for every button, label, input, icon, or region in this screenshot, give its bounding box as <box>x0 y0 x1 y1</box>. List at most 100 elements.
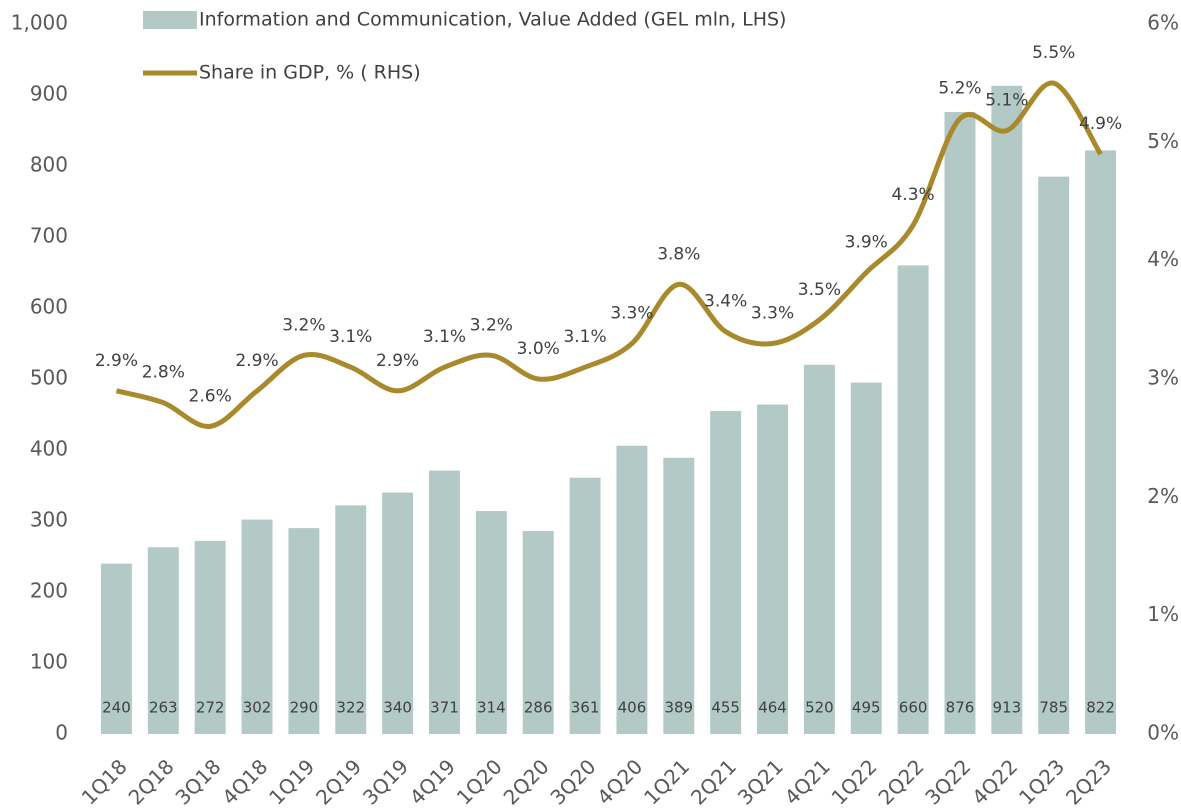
y-tick-label: 0 <box>55 721 68 745</box>
bar-value-label: 263 <box>149 699 178 717</box>
y2-tick-label: 2% <box>1147 484 1179 508</box>
bar <box>710 410 742 734</box>
bar <box>616 445 648 734</box>
line-value-label: 3.1% <box>329 327 372 347</box>
x-tick-label: 3Q18 <box>170 754 225 809</box>
x-tick-label: 2Q22 <box>873 754 928 809</box>
bar <box>100 563 132 734</box>
y2-tick-label: 1% <box>1147 602 1179 626</box>
line-value-label: 3.1% <box>563 327 606 347</box>
x-tick-label: 3Q22 <box>920 754 975 809</box>
bar-value-label: 876 <box>946 699 975 717</box>
bar <box>757 404 788 734</box>
bar-value-label: 322 <box>336 699 365 717</box>
x-tick-label: 2Q21 <box>686 754 741 809</box>
line-value-label: 2.9% <box>376 351 419 371</box>
y-tick-label: 200 <box>30 579 68 603</box>
bar <box>241 519 273 734</box>
bar-value-label: 240 <box>102 699 131 717</box>
line-value-label: 5.1% <box>985 91 1028 111</box>
bar-value-label: 495 <box>852 699 881 717</box>
x-tick-label: 4Q20 <box>592 754 647 809</box>
bar-value-label: 913 <box>993 699 1022 717</box>
line-value-label: 3.3% <box>751 304 794 324</box>
bar <box>569 477 601 734</box>
line-value-label: 5.2% <box>938 79 981 99</box>
bar <box>803 364 835 734</box>
line-value-label: 3.2% <box>282 315 325 335</box>
line-value-label: 2.6% <box>189 386 232 406</box>
bar <box>147 547 179 734</box>
line-value-label: 4.9% <box>1079 114 1122 134</box>
x-tick-label: 4Q21 <box>780 754 835 809</box>
x-tick-label: 1Q21 <box>639 754 694 809</box>
legend-swatch <box>143 11 197 29</box>
bar <box>429 470 460 734</box>
bar-value-label: 302 <box>243 699 272 717</box>
x-tick-label: 1Q19 <box>264 754 319 809</box>
bar-value-label: 361 <box>571 699 600 717</box>
y-tick-label: 700 <box>30 224 68 248</box>
bar <box>944 112 976 735</box>
x-tick-label: 1Q22 <box>827 754 882 809</box>
y-tick-label: 800 <box>30 153 68 177</box>
line-value-label: 4.3% <box>892 185 935 205</box>
y-tick-label: 900 <box>30 82 68 106</box>
x-tick-label: 4Q18 <box>217 754 272 809</box>
y2-tick-label: 3% <box>1147 366 1179 390</box>
bar-value-label: 340 <box>383 699 412 717</box>
bar-value-label: 660 <box>899 699 928 717</box>
line-value-label: 5.5% <box>1032 43 1075 63</box>
bar-value-label: 455 <box>711 699 740 717</box>
bar-value-label: 371 <box>430 699 459 717</box>
bar <box>850 382 882 734</box>
bar-value-label: 272 <box>196 699 225 717</box>
x-tick-label: 2Q19 <box>311 754 366 809</box>
x-tick-label: 2Q20 <box>499 754 554 809</box>
x-tick-label: 2Q23 <box>1061 754 1116 809</box>
x-tick-label: 3Q20 <box>545 754 600 809</box>
x-tick-label: 3Q19 <box>358 754 413 809</box>
bar-value-label: 314 <box>477 699 506 717</box>
x-tick-label: 1Q20 <box>452 754 507 809</box>
bar <box>475 511 507 734</box>
bar <box>1038 176 1070 734</box>
bar <box>335 505 367 734</box>
bar-value-label: 286 <box>524 699 553 717</box>
line-value-label: 3.8% <box>657 244 700 264</box>
y2-tick-label: 5% <box>1147 129 1179 153</box>
bar <box>663 457 695 734</box>
y-tick-label: 400 <box>30 437 68 461</box>
x-tick-label: 3Q21 <box>733 754 788 809</box>
bar-value-label: 520 <box>805 699 834 717</box>
bar <box>194 540 226 734</box>
line-value-label: 2.8% <box>142 363 185 383</box>
bar <box>522 530 554 734</box>
x-tick-label: 1Q18 <box>77 754 132 809</box>
x-tick-label: 1Q23 <box>1014 754 1069 809</box>
bar-value-label: 389 <box>664 699 693 717</box>
y-tick-label: 300 <box>30 508 68 532</box>
line-value-label: 3.4% <box>704 292 747 312</box>
bar <box>1085 150 1117 734</box>
bar <box>288 528 320 734</box>
y-tick-label: 500 <box>30 366 68 390</box>
line-value-label: 3.3% <box>610 304 653 324</box>
bar-value-label: 406 <box>618 699 647 717</box>
x-tick-label: 4Q22 <box>967 754 1022 809</box>
bar-value-label: 464 <box>758 699 787 717</box>
x-tick-label: 2Q18 <box>124 754 179 809</box>
y-tick-label: 1,000 <box>11 11 68 35</box>
bar <box>897 265 929 734</box>
y2-tick-label: 0% <box>1147 721 1179 745</box>
bar <box>991 85 1023 734</box>
bar-value-label: 290 <box>290 699 319 717</box>
y2-tick-label: 6% <box>1147 11 1179 35</box>
bar-value-label: 822 <box>1086 699 1115 717</box>
y2-tick-label: 4% <box>1147 247 1179 271</box>
bar <box>382 492 414 734</box>
line-value-label: 3.0% <box>517 339 560 359</box>
line-value-label: 3.9% <box>845 233 888 253</box>
x-tick-label: 4Q19 <box>405 754 460 809</box>
